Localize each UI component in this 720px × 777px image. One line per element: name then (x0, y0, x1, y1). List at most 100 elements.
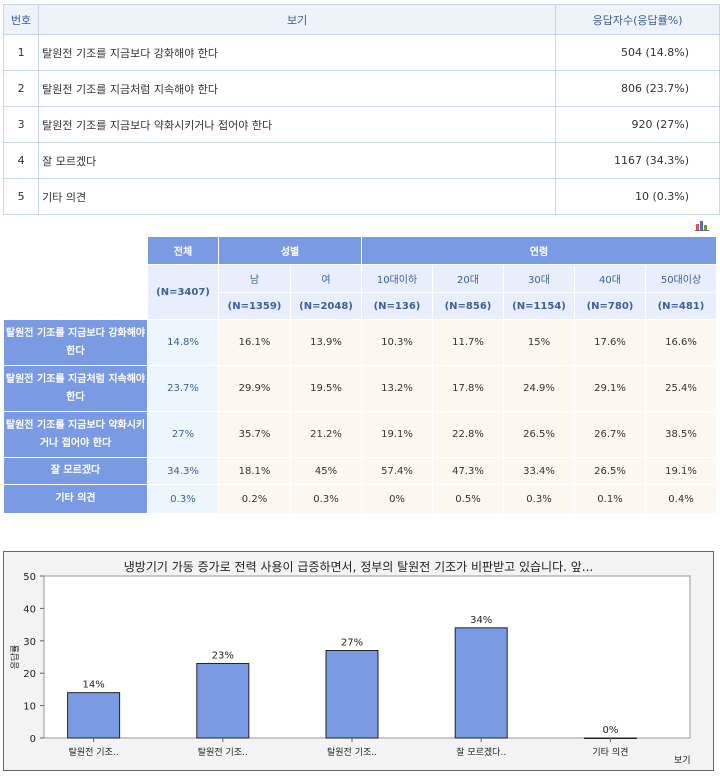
row-value: 25.4% (645, 365, 717, 412)
y-tick-label: 50 (23, 572, 36, 583)
group-name: 10대이하 (361, 264, 433, 293)
row-number: 5 (2, 178, 40, 215)
row-total: 23.7% (147, 365, 219, 412)
x-tick-label: 잘 모르겠다.. (456, 746, 506, 758)
table-row: 3 탈원전 기조를 지금보다 약화시키거나 접어야 한다 920 (27%) (2, 106, 720, 143)
row-option: 잘 모르겠다 (38, 142, 557, 179)
row-value: 0.3% (503, 484, 575, 514)
group-n: (N=2048) (290, 292, 362, 320)
row-value: 57.4% (361, 457, 433, 485)
bar-value-label: 27% (341, 638, 363, 649)
bar (454, 627, 508, 739)
group-n-row: (N=1359) (N=2048) (N=136) (N=856) (N=1154) (N… (4, 292, 717, 320)
row-value: 21.2% (290, 411, 362, 458)
row-value: 17.6% (574, 319, 646, 366)
y-axis-label: 응답률 (9, 645, 21, 670)
row-count: 806 (23.7%) (555, 70, 720, 107)
row-value: 24.9% (503, 365, 575, 412)
row-value: 22.8% (432, 411, 504, 458)
bar-value-label: 34% (470, 615, 492, 626)
row-value: 0.1% (574, 484, 646, 514)
row-number: 1 (2, 34, 40, 71)
chart-title: 냉방기기 가동 증가로 전력 사용이 급증하면서, 정부의 탈원전 기조가 비판… (123, 560, 594, 574)
x-tick-label: 탈원전 기조.. (327, 747, 377, 758)
row-value: 13.9% (290, 319, 362, 366)
row-value: 33.4% (503, 457, 575, 485)
table-row: 5 기타 의견 10 (0.3%) (2, 178, 720, 215)
row-option: 기타 의견 (38, 178, 557, 215)
row-count: 504 (14.8%) (555, 34, 720, 71)
row-value: 10.3% (361, 319, 433, 366)
row-count: 1167 (34.3%) (555, 142, 720, 179)
row-value: 15% (503, 319, 575, 366)
row-value: 26.5% (574, 457, 646, 485)
table-row: 잘 모르겠다 34.3% 18.1% 45% 57.4% 47.3% 33.4% 26.5% 1… (3, 457, 717, 485)
group-name: 50대이상 (645, 264, 717, 293)
row-value: 26.7% (574, 411, 646, 458)
group-name-row: (N=3407) 남 여 10대이하 20대 30대 40대 50대이상 (4, 264, 717, 320)
row-number: 3 (2, 106, 40, 143)
group-n: (N=481) (645, 292, 717, 320)
row-label: 기타 의견 (3, 484, 148, 514)
age-header: 연령 (361, 236, 717, 265)
group-n: (N=136) (361, 292, 433, 320)
row-total: 27% (147, 411, 219, 458)
row-value: 29.9% (218, 365, 291, 412)
table-row: 2 탈원전 기조를 지금처럼 지속해야 한다 806 (23.7%) (2, 70, 720, 107)
table-row: 1 탈원전 기조를 지금보다 강화해야 한다 504 (14.8%) (2, 34, 720, 71)
row-option: 탈원전 기조를 지금처럼 지속해야 한다 (38, 70, 557, 107)
row-value: 47.3% (432, 457, 504, 485)
total-header: 전체 (147, 236, 219, 265)
bar-chart-icon[interactable] (695, 219, 709, 231)
group-name: 30대 (503, 264, 575, 293)
row-total: 14.8% (147, 319, 219, 366)
table-row: 기타 의견 0.3% 0.2% 0.3% 0% 0.5% 0.3% 0.1% 0.4% (3, 484, 717, 514)
row-value: 0.2% (218, 484, 291, 514)
summary-table: 번호 보기 응답자수(응답률%) 1 탈원전 기조를 지금보다 강화해야 한다 50… (2, 4, 720, 215)
y-tick-label: 0 (30, 734, 36, 745)
row-value: 45% (290, 457, 362, 485)
row-value: 19.1% (361, 411, 433, 458)
row-value: 26.5% (503, 411, 575, 458)
gender-header: 성별 (218, 236, 362, 265)
table-row: 탈원전 기조를 지금처럼 지속해야 한다 23.7% 29.9% 19.5% 13.2%… (3, 365, 717, 412)
row-value: 0.5% (432, 484, 504, 514)
row-label: 탈원전 기조를 지금처럼 지속해야 한다 (3, 365, 148, 412)
row-value: 17.8% (432, 365, 504, 412)
cross-header-row: 전체 성별 연령 (3, 236, 717, 320)
x-tick-label: 탈원전 기조.. (198, 747, 248, 758)
table-row: 탈원전 기조를 지금보다 강화해야 한다 14.8% 16.1% 13.9% 10.3%… (3, 319, 717, 366)
row-label: 잘 모르겠다 (3, 457, 148, 485)
row-value: 0.3% (290, 484, 362, 514)
cross-table: 전체 성별 연령 (N=3407) 남 여 10대이하 20대 30대 40대 50대이상 … (3, 236, 717, 514)
bar-value-label: 23% (212, 650, 234, 661)
row-value: 13.2% (361, 365, 433, 412)
corner-blank (3, 236, 148, 320)
summary-header-row: 번호 보기 응답자수(응답률%) (2, 4, 720, 35)
header-no: 번호 (2, 4, 40, 35)
bar (196, 662, 250, 739)
header-option: 보기 (38, 4, 557, 35)
group-n: (N=1154) (503, 292, 575, 320)
row-value: 16.6% (645, 319, 717, 366)
row-value: 0% (361, 484, 433, 514)
y-tick-label: 10 (23, 702, 36, 713)
row-total: 0.3% (147, 484, 219, 514)
row-value: 16.1% (218, 319, 291, 366)
bar-chart: 냉방기기 가동 증가로 전력 사용이 급증하면서, 정부의 탈원전 기조가 비판… (3, 551, 714, 771)
row-total: 34.3% (147, 457, 219, 485)
x-axis-label: 보기 (674, 755, 691, 766)
header-count: 응답자수(응답률%) (555, 4, 720, 35)
group-n: (N=1359) (218, 292, 291, 320)
y-tick-label: 20 (23, 669, 36, 680)
row-value: 18.1% (218, 457, 291, 485)
total-n: (N=3407) (147, 264, 219, 320)
group-name: 남 (218, 264, 291, 293)
row-label: 탈원전 기조를 지금보다 강화해야 한다 (3, 319, 148, 366)
row-value: 35.7% (218, 411, 291, 458)
row-number: 2 (2, 70, 40, 107)
group-name: 여 (290, 264, 362, 293)
y-tick-label: 30 (23, 637, 36, 648)
group-name: 20대 (432, 264, 504, 293)
